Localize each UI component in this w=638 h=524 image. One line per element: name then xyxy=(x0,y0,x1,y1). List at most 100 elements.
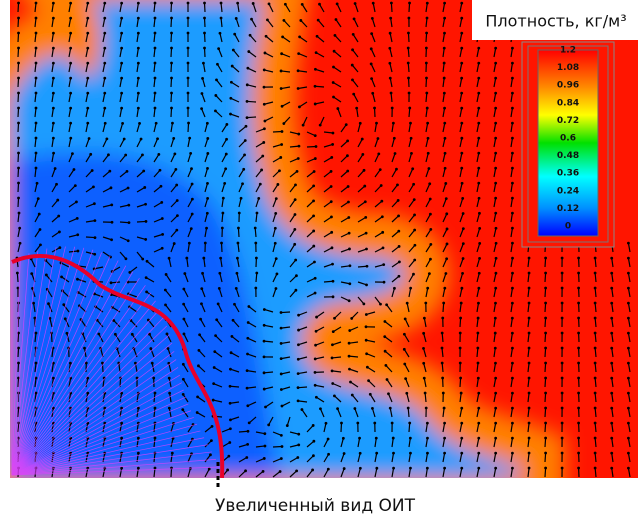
arrow-head xyxy=(393,152,397,155)
arrow-head xyxy=(182,332,186,336)
arrow xyxy=(170,467,173,478)
arrow xyxy=(306,425,314,433)
arrow xyxy=(289,289,297,298)
arrow xyxy=(116,348,121,358)
arrow-head xyxy=(212,366,216,369)
arrow xyxy=(493,408,497,418)
arrow xyxy=(153,2,156,13)
arrow xyxy=(221,198,224,208)
arrow-head xyxy=(363,184,367,188)
arrow xyxy=(164,289,172,298)
arrow xyxy=(351,64,359,73)
arrow-head xyxy=(76,233,80,237)
arrow-head xyxy=(327,452,330,456)
arrow-head xyxy=(245,100,249,103)
arrow xyxy=(354,3,359,13)
arrow xyxy=(221,153,227,163)
arrow-head xyxy=(34,76,38,80)
arrow-head xyxy=(262,141,266,144)
fan-line xyxy=(11,247,57,476)
arrow xyxy=(136,468,139,478)
arrow-head xyxy=(144,220,148,223)
arrow-head xyxy=(166,347,170,350)
arrow xyxy=(136,33,139,43)
arrow xyxy=(300,20,308,28)
arrow-head xyxy=(443,436,446,440)
arrow xyxy=(527,347,530,358)
arrow-head xyxy=(627,376,630,380)
arrow xyxy=(85,33,89,43)
arrow xyxy=(182,409,189,418)
arrow-head xyxy=(458,361,462,365)
arrow xyxy=(611,333,614,343)
arrow xyxy=(85,170,93,178)
arrow xyxy=(510,288,514,298)
arrow-head xyxy=(494,241,498,245)
arrow-head xyxy=(253,226,257,230)
arrow xyxy=(493,93,497,103)
arrow-head xyxy=(424,406,428,410)
arrow-head xyxy=(126,239,130,243)
arrow xyxy=(611,378,614,388)
arrow-head xyxy=(627,436,630,440)
arrow xyxy=(493,213,497,223)
arrow-head xyxy=(231,318,235,322)
arrow xyxy=(374,200,383,208)
arrow xyxy=(306,171,315,178)
arrow-head xyxy=(527,406,531,410)
arrow-head xyxy=(17,136,20,140)
arrow-head xyxy=(627,241,630,245)
arrow xyxy=(235,18,240,28)
arrow xyxy=(476,243,481,253)
arrow xyxy=(119,18,123,28)
arrow-head xyxy=(461,197,465,200)
arrow xyxy=(68,185,76,193)
arrow-head xyxy=(205,211,209,215)
arrow-head xyxy=(393,286,396,290)
arrow-head xyxy=(69,136,73,140)
arrow-head xyxy=(34,151,38,155)
arrow xyxy=(357,154,364,163)
arrow-head xyxy=(276,183,280,186)
arrow-head xyxy=(296,87,300,90)
arrow xyxy=(238,140,246,148)
arrow-head xyxy=(413,243,417,247)
arrow xyxy=(170,32,173,43)
arrow-head xyxy=(494,61,498,65)
arrow-head xyxy=(195,411,199,414)
arrow-head xyxy=(527,361,531,365)
arrow xyxy=(187,228,192,238)
arrow xyxy=(230,113,240,118)
fan-line xyxy=(11,351,175,476)
arrow-head xyxy=(333,394,336,398)
arrow-head xyxy=(381,230,385,234)
arrow-head xyxy=(69,1,73,5)
arrow xyxy=(184,273,189,283)
arrow-head xyxy=(348,264,352,268)
arrow xyxy=(95,306,104,313)
arrow-head xyxy=(428,197,432,201)
arrow-head xyxy=(209,439,213,443)
arrow xyxy=(281,53,291,58)
arrow-head xyxy=(347,216,351,219)
arrow-head xyxy=(477,271,481,275)
arrow-head xyxy=(461,227,465,231)
arrow-head xyxy=(375,451,379,455)
arrow xyxy=(255,128,265,133)
arrow-head xyxy=(48,316,52,320)
arrow-head xyxy=(392,466,395,470)
arrow-head xyxy=(200,92,204,95)
arrow-head xyxy=(17,361,20,365)
arrow xyxy=(544,302,547,313)
arrow-head xyxy=(34,361,38,365)
arrow-head xyxy=(121,121,124,125)
arrow xyxy=(407,32,410,43)
arrow xyxy=(544,407,547,418)
arrow xyxy=(136,18,139,28)
arrow-head xyxy=(160,217,164,220)
arrow-head xyxy=(236,256,239,260)
arrow xyxy=(119,78,123,88)
arrow-head xyxy=(577,406,580,410)
arrow-head xyxy=(406,46,410,50)
arrow-head xyxy=(511,256,514,260)
